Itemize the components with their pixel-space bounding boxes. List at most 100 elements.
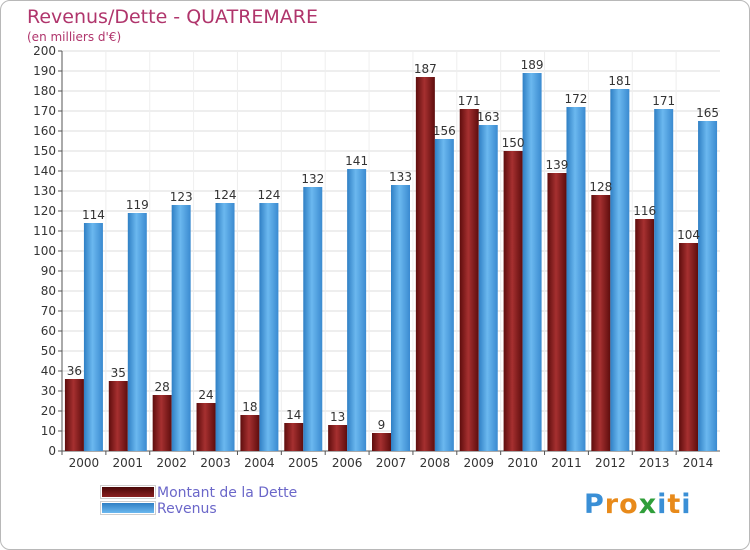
x-tick-label: 2011 (551, 456, 582, 470)
bar-dette (503, 151, 523, 451)
data-label-dette: 187 (414, 62, 437, 76)
y-tick-label: 190 (33, 64, 56, 78)
x-tick-label: 2010 (507, 456, 538, 470)
bar-revenus (698, 121, 718, 451)
chart-title: Revenus/Dette - QUATREMARE (27, 6, 318, 28)
bar-revenus (434, 139, 454, 451)
proxiti-logo: Proxiti (584, 489, 692, 520)
y-tick-label: 30 (41, 384, 56, 398)
bar-revenus (83, 223, 103, 451)
data-label-dette: 18 (242, 400, 257, 414)
bar-revenus (391, 185, 410, 451)
y-tick-label: 120 (33, 204, 56, 218)
data-label-revenus: 132 (301, 172, 324, 186)
bar-revenus (127, 213, 147, 451)
bar-revenus (522, 73, 542, 451)
x-tick-label: 2000 (69, 456, 100, 470)
x-tick-label: 2005 (288, 456, 319, 470)
bar-dette (415, 77, 435, 451)
bar-dette (64, 379, 84, 451)
data-label-revenus: 181 (608, 74, 631, 88)
logo-letter: r (604, 489, 620, 520)
bar-revenus (215, 203, 235, 451)
x-tick-label: 2013 (639, 456, 670, 470)
logo-letter: i (657, 489, 668, 520)
legend-label-revenus: Revenus (157, 501, 217, 517)
x-tick-label: 2001 (113, 456, 144, 470)
x-tick-label: 2006 (332, 456, 363, 470)
legend-label-dette: Montant de la Dette (157, 485, 298, 501)
data-label-revenus: 189 (521, 58, 544, 72)
data-label-revenus: 123 (170, 190, 193, 204)
y-tick-label: 180 (33, 84, 56, 98)
y-tick-label: 60 (41, 324, 56, 338)
x-tick-label: 2007 (376, 456, 407, 470)
legend-swatch-dette (101, 486, 155, 498)
bar-dette (547, 173, 567, 451)
y-tick-label: 140 (33, 164, 56, 178)
bar-dette (108, 381, 128, 451)
data-label-revenus: 156 (433, 124, 456, 138)
y-tick-label: 10 (41, 424, 56, 438)
x-tick-label: 2002 (156, 456, 187, 470)
data-label-dette: 116 (633, 204, 656, 218)
bar-revenus (654, 109, 674, 451)
bar-dette (152, 395, 172, 451)
y-tick-label: 110 (33, 224, 56, 238)
y-tick-label: 170 (33, 104, 56, 118)
data-label-dette: 104 (677, 228, 700, 242)
data-label-dette: 139 (546, 158, 569, 172)
y-tick-label: 100 (33, 244, 56, 258)
x-tick-label: 2012 (595, 456, 626, 470)
chart-subtitle: (en milliers d'€) (27, 30, 122, 44)
bar-dette (284, 423, 304, 451)
y-tick-label: 20 (41, 404, 56, 418)
bar-dette (635, 219, 655, 451)
y-tick-label: 130 (33, 184, 56, 198)
data-label-revenus: 172 (565, 92, 588, 106)
y-tick-label: 160 (33, 124, 56, 138)
bar-revenus (610, 89, 630, 451)
data-labels: 36 114 35 119 28 123 24 124 18 124 14 132 13 141 9 133 1… (67, 58, 719, 432)
data-label-dette: 35 (111, 366, 126, 380)
data-label-revenus: 119 (126, 198, 149, 212)
y-tick-label: 200 (33, 44, 56, 58)
bar-dette (459, 109, 479, 451)
x-tick-label: 2014 (683, 456, 714, 470)
y-tick-label: 0 (48, 444, 56, 458)
data-label-dette: 171 (458, 94, 481, 108)
bar-dette (679, 243, 699, 451)
data-label-revenus: 171 (652, 94, 675, 108)
data-label-revenus: 165 (696, 106, 719, 120)
data-label-revenus: 124 (214, 188, 237, 202)
bar-dette (591, 195, 611, 451)
bar-chart: 0 10 20 30 40 50 60 70 80 90 100 110 120 130 140 150 160… (33, 44, 720, 470)
y-tick-label: 80 (41, 284, 56, 298)
bar-revenus (303, 187, 323, 451)
logo-letter: o (619, 489, 639, 520)
bar-dette (372, 433, 391, 451)
bar-revenus (478, 125, 498, 451)
bar-revenus (171, 205, 191, 451)
data-label-revenus: 141 (345, 154, 368, 168)
bar-revenus (259, 203, 279, 451)
y-tick-label: 40 (41, 364, 56, 378)
data-label-revenus: 133 (389, 170, 412, 184)
data-label-revenus: 163 (477, 110, 500, 124)
y-tick-label: 90 (41, 264, 56, 278)
data-label-dette: 13 (330, 410, 345, 424)
logo-letter: x (638, 489, 658, 520)
y-tick-label: 150 (33, 144, 56, 158)
y-tick-label: 70 (41, 304, 56, 318)
data-label-dette: 9 (378, 418, 386, 432)
data-label-revenus: 114 (82, 208, 105, 222)
bar-dette (328, 425, 348, 451)
bar-dette (240, 415, 260, 451)
logo-letter: P (584, 489, 605, 520)
x-tick-label: 2003 (200, 456, 231, 470)
x-tick-label: 2004 (244, 456, 275, 470)
bar-revenus (566, 107, 586, 451)
x-tick-label: 2009 (463, 456, 494, 470)
bar-dette (196, 403, 216, 451)
